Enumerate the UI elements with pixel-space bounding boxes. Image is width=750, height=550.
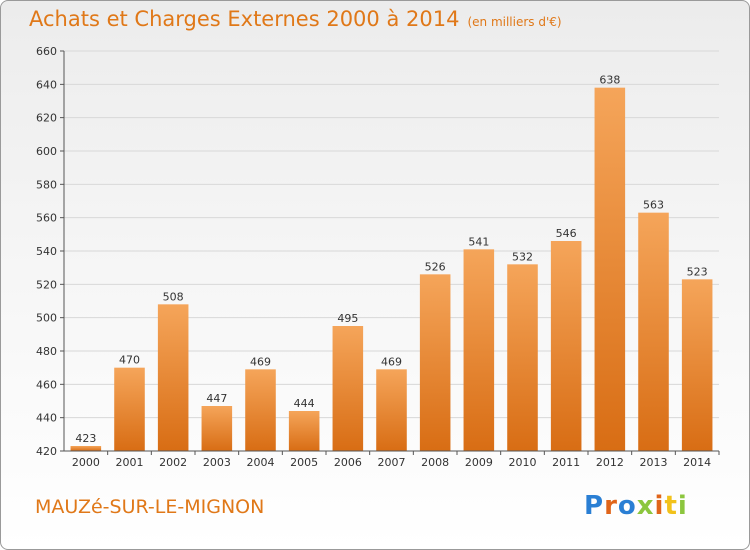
logo-letter: P	[584, 491, 605, 521]
data-label: 423	[75, 432, 96, 445]
data-label: 447	[206, 392, 227, 405]
unit-text: (en milliers d'€)	[467, 15, 562, 29]
x-tick-label: 2001	[116, 456, 144, 469]
y-tick-label: 440	[36, 412, 57, 425]
y-tick-label: 560	[36, 212, 57, 225]
x-tick-label: 2003	[203, 456, 231, 469]
x-tick-label: 2005	[290, 456, 318, 469]
y-tick-label: 480	[36, 345, 57, 358]
y-tick-label: 600	[36, 145, 57, 158]
y-axis: 420 440 460 480 500 520 540 560 580 600 620 640 660	[36, 45, 65, 458]
data-label: 563	[643, 199, 664, 212]
data-label: 469	[250, 355, 271, 368]
bar	[201, 406, 233, 451]
bar	[376, 369, 407, 451]
bar	[681, 279, 713, 451]
bar	[507, 264, 538, 451]
bar	[157, 304, 189, 451]
y-tick-label: 520	[36, 278, 57, 291]
data-label: 469	[381, 355, 402, 368]
bar	[638, 212, 669, 451]
bar	[463, 249, 495, 451]
x-tick-label: 2004	[247, 456, 275, 469]
chart-title: Achats et Charges Externes 2000 à 2014 (e…	[29, 7, 562, 31]
logo-letter: i	[654, 491, 665, 521]
bar	[288, 411, 320, 451]
data-label: 444	[294, 397, 315, 410]
logo-letter: x	[636, 491, 655, 521]
y-tick-label: 640	[36, 78, 57, 91]
logo-letter: o	[617, 491, 637, 521]
y-tick-label: 660	[36, 45, 57, 58]
data-label: 523	[687, 265, 708, 278]
x-tick-label: 2007	[378, 456, 406, 469]
data-label: 526	[425, 260, 446, 273]
logo-letter: r	[604, 491, 618, 521]
x-tick-label: 2010	[509, 456, 537, 469]
bar	[70, 446, 102, 451]
x-tick-label: 2009	[465, 456, 493, 469]
logo-letter: t	[664, 491, 678, 521]
proxiti-logo: Proxiti	[584, 491, 688, 521]
data-label: 495	[337, 312, 358, 325]
data-label: 508	[163, 290, 184, 303]
y-tick-label: 620	[36, 112, 57, 125]
x-tick-label: 2008	[421, 456, 449, 469]
data-label: 546	[556, 227, 577, 240]
data-label: 541	[468, 235, 489, 248]
x-tick-label: 2011	[552, 456, 580, 469]
x-tick-label: 2012	[596, 456, 624, 469]
bar	[419, 274, 451, 451]
logo-letter: i	[677, 491, 688, 521]
y-tick-label: 500	[36, 312, 57, 325]
x-axis: 2000 2001 2002 2003 2004 2005 2006 2007 2008 2009…	[64, 450, 720, 469]
bar	[245, 369, 276, 451]
x-tick-label: 2000	[72, 456, 100, 469]
bar	[114, 367, 145, 451]
bar	[594, 87, 626, 452]
y-tick-label: 540	[36, 245, 57, 258]
y-tick-label: 420	[36, 445, 57, 458]
data-label: 470	[119, 354, 140, 367]
x-tick-label: 2014	[683, 456, 711, 469]
x-tick-label: 2006	[334, 456, 362, 469]
data-label: 532	[512, 250, 533, 263]
title-text: Achats et Charges Externes 2000 à 2014	[29, 7, 460, 31]
x-tick-label: 2002	[159, 456, 187, 469]
bars: 423 470 508 447 469 444 495 469 526 541 532 546 638 5…	[70, 74, 713, 452]
x-tick-label: 2013	[640, 456, 668, 469]
y-tick-label: 460	[36, 378, 57, 391]
bar	[550, 241, 582, 451]
y-tick-label: 580	[36, 178, 57, 191]
bar	[332, 326, 364, 451]
data-label: 638	[599, 74, 620, 87]
commune-name: MAUZé-SUR-LE-MIGNON	[35, 496, 265, 518]
